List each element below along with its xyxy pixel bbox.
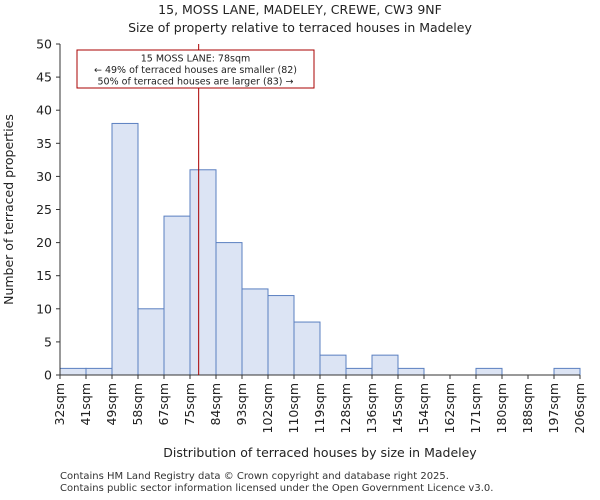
x-axis-label: Distribution of terraced houses by size …	[163, 445, 477, 460]
x-tick-label: 154sqm	[416, 383, 431, 433]
x-tick-label: 128sqm	[338, 383, 353, 433]
annotation-line: 50% of terraced houses are larger (83) →	[98, 77, 294, 88]
y-tick-label: 50	[36, 37, 52, 52]
y-tick-label: 0	[44, 368, 52, 383]
y-tick-label: 25	[36, 202, 52, 217]
x-tick-label: 136sqm	[364, 383, 379, 433]
histogram-bar	[59, 367, 87, 376]
bars-layer	[59, 122, 581, 376]
x-tick-label: 180sqm	[494, 383, 509, 433]
x-tick-label: 32sqm	[52, 383, 67, 426]
chart-title: 15, MOSS LANE, MADELEY, CREWE, CW3 9NF	[158, 2, 442, 17]
histogram-bar	[241, 288, 269, 376]
x-tick-label: 67sqm	[156, 383, 171, 426]
y-tick-label: 40	[36, 103, 52, 118]
footer-licence: Contains public sector information licen…	[60, 483, 494, 494]
y-tick-label: 15	[36, 268, 52, 283]
histogram-bar	[371, 354, 399, 376]
histogram-bar	[111, 122, 139, 376]
x-tick-label: 41sqm	[78, 383, 93, 426]
x-tick-label: 84sqm	[208, 383, 223, 426]
footer-copyright: Contains HM Land Registry data © Crown c…	[60, 471, 449, 482]
histogram-bar	[189, 169, 217, 376]
annotation-line: ← 49% of terraced houses are smaller (82…	[94, 65, 297, 76]
histogram-chart: 0 5 10 15 20 25 30 35 40 45 50 32sqm 41sqm 49sqm 58sqm…	[1, 37, 587, 461]
y-tick-label: 10	[36, 301, 52, 316]
histogram-bar	[163, 215, 191, 376]
x-tick-label: 162sqm	[442, 383, 457, 433]
x-tick-label: 75sqm	[182, 383, 197, 426]
x-tick-label: 197sqm	[546, 383, 561, 433]
histogram-bar	[137, 308, 165, 376]
y-tick-label: 30	[36, 169, 52, 184]
chart-subtitle: Size of property relative to terraced ho…	[128, 20, 472, 35]
histogram-bar	[85, 367, 113, 376]
annotation-layer: 15 MOSS LANE: 78sqm← 49% of terraced hou…	[76, 49, 315, 89]
annotation-box	[76, 49, 315, 89]
x-tick-label: 58sqm	[130, 383, 145, 426]
x-tick-label: 119sqm	[312, 383, 327, 433]
histogram-bar	[345, 367, 373, 376]
x-tick-label: 110sqm	[286, 383, 301, 433]
x-tick-label: 206sqm	[572, 383, 587, 433]
histogram-bar	[475, 367, 503, 376]
y-tick-label: 45	[36, 70, 52, 85]
y-tick-label: 20	[36, 235, 52, 250]
x-tick-label: 145sqm	[390, 383, 405, 433]
histogram-bar	[319, 354, 347, 376]
x-tick-label: 49sqm	[104, 383, 119, 426]
histogram-bar	[267, 295, 295, 376]
y-axis-label: Number of terraced properties	[1, 114, 16, 305]
histogram-bar	[215, 242, 243, 376]
x-tick-label: 188sqm	[520, 383, 535, 433]
x-tick-label: 93sqm	[234, 383, 249, 426]
y-tick-label: 5	[44, 334, 52, 349]
x-tick-label: 102sqm	[260, 383, 275, 433]
y-tick-label: 35	[36, 136, 52, 151]
histogram-bar	[397, 367, 425, 376]
histogram-bar	[293, 321, 321, 376]
annotation-line: 15 MOSS LANE: 78sqm	[141, 54, 251, 65]
histogram-bar	[553, 367, 581, 376]
x-tick-label: 171sqm	[468, 383, 483, 433]
axes-layer: 0 5 10 15 20 25 30 35 40 45 50 32sqm 41sqm 49sqm 58sqm…	[1, 37, 587, 461]
